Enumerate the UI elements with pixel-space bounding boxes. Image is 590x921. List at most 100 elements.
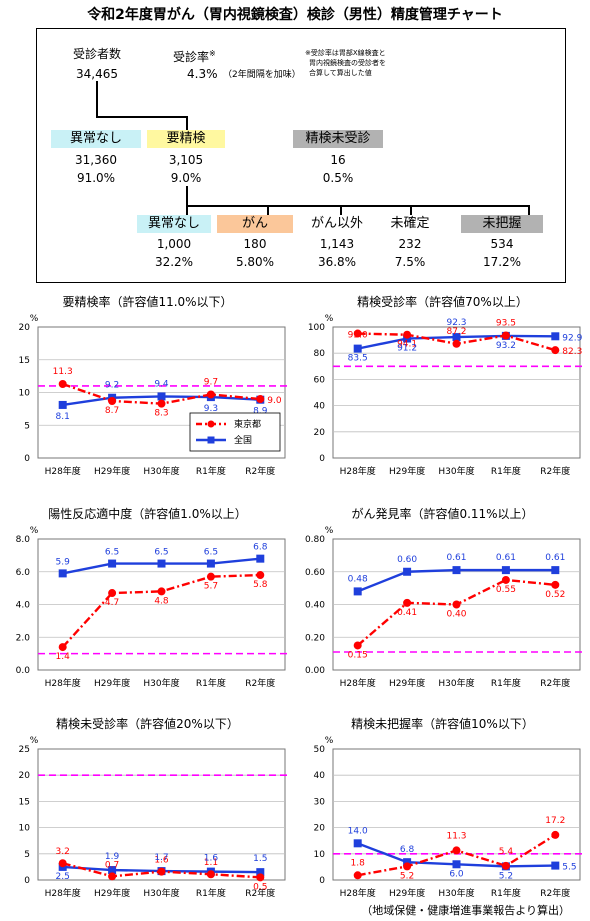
tokyo-data-label: 93.5 <box>496 319 516 329</box>
y-tick-label: 25 <box>19 745 30 755</box>
national-data-point <box>353 344 362 353</box>
tokyo-data-point <box>353 871 362 880</box>
chart-title: 精検受診率（許容値70%以上） <box>357 295 528 309</box>
national-data-label: 5.2 <box>499 871 513 881</box>
national-data-label: 6.5 <box>154 548 168 558</box>
unknown-pct: 17.2% <box>482 255 522 269</box>
tokyo-data-point <box>58 379 67 388</box>
connector-line <box>186 205 530 207</box>
undetermined-box: 未確定 <box>390 216 430 231</box>
chart-svg: 0.00 0.20 0.40 0.60 0.80% H28年度 H29年度 H30年度 R1年度… <box>305 526 584 689</box>
connector-line <box>96 116 188 118</box>
y-tick-label: 6.0 <box>16 568 31 578</box>
x-tick-label: R2年度 <box>540 677 570 689</box>
tokyo-data-point <box>452 600 461 609</box>
national-data-label: 83.5 <box>348 354 368 364</box>
chart-title: 精検未把握率（許容値10%以下） <box>351 717 534 731</box>
y-tick-label: 100 <box>308 323 325 333</box>
rate-value: 4.3% <box>187 67 218 81</box>
tokyo-data-label: 8.3 <box>154 409 168 419</box>
x-tick-label: H29年度 <box>389 677 425 689</box>
tokyo-data-label: 0.52 <box>545 590 565 600</box>
y-tick-label: 0 <box>24 876 30 886</box>
rate-label: 受診率※ <box>173 49 216 64</box>
tokyo-data-point <box>403 330 412 339</box>
tokyo-data-label: 5.4 <box>499 847 514 857</box>
x-tick-label: R1年度 <box>196 677 226 689</box>
x-tick-label: R1年度 <box>196 465 226 477</box>
national-data-label: 5.9 <box>56 557 71 567</box>
tokyo-data-label: 1.1 <box>204 858 218 868</box>
unknown-count: 534 <box>490 237 514 251</box>
y-tick-label: 15 <box>19 797 30 807</box>
tokyo-data-point <box>256 395 265 404</box>
tokyo-data-label: 5.7 <box>204 582 218 592</box>
y-tick-label: 10 <box>19 389 31 399</box>
y-tick-label: 2.0 <box>16 633 31 643</box>
tokyo-data-point <box>403 598 412 607</box>
y-tick-label: 0.60 <box>305 568 325 578</box>
not-examined-pct: 0.5% <box>322 171 354 185</box>
tokyo-data-point <box>108 397 117 406</box>
legend-national-marker <box>207 436 215 444</box>
tokyo-series-line <box>61 573 261 648</box>
x-tick-label: H28年度 <box>340 677 376 689</box>
y-unit-label: % <box>30 736 39 746</box>
tokyo-data-label: 94.1 <box>397 340 417 350</box>
national-data-point <box>452 566 461 575</box>
y-unit-label: % <box>30 314 39 324</box>
national-data-point <box>256 868 265 877</box>
tokyo-data-point <box>551 580 560 589</box>
x-tick-label: H28年度 <box>45 465 81 477</box>
x-tick-label: H29年度 <box>389 887 425 899</box>
undetermined-count: 232 <box>398 237 422 251</box>
legend-tokyo-label: 東京都 <box>234 418 261 430</box>
connector-line <box>186 186 188 206</box>
y-tick-label: 0.00 <box>305 666 325 676</box>
connector-line <box>96 81 98 117</box>
tokyo-data-point <box>452 339 461 348</box>
tokyo-data-label: 1.4 <box>56 652 71 662</box>
national-data-point <box>58 569 67 578</box>
y-tick-label: 0.20 <box>305 633 325 643</box>
tokyo-data-point <box>58 643 67 652</box>
x-tick-label: H29年度 <box>94 677 130 689</box>
national-data-label: 1.7 <box>154 853 168 863</box>
national-data-label: 6.8 <box>253 543 268 553</box>
connector-line <box>528 205 530 215</box>
chart-title: 陽性反応適中度（許容値1.0%以上） <box>48 507 247 521</box>
tokyo-data-label: 9.0 <box>267 396 282 406</box>
chart-unknown-rate: 精検未把握率（許容値10%以下） 0 10 20 30 40 50% H28年度 H29年度 H… <box>295 715 590 920</box>
national-data-label: 6.5 <box>105 548 119 558</box>
result-normal-count: 31,360 <box>75 153 117 167</box>
not-examined-box: 精検未受診 <box>293 130 383 148</box>
x-tick-label: H28年度 <box>45 887 81 899</box>
not-examined-count: 16 <box>330 153 346 167</box>
tokyo-data-label: 95.0 <box>348 331 368 341</box>
tokyo-data-point <box>157 867 166 876</box>
y-tick-label: 10 <box>19 824 31 834</box>
tokyo-data-label: 11.3 <box>446 831 466 841</box>
national-data-point <box>551 861 560 870</box>
national-data-label: 0.61 <box>446 553 466 563</box>
national-data-label: 9.2 <box>105 381 119 391</box>
tokyo-data-point <box>551 346 560 355</box>
connector-line <box>410 205 412 215</box>
chart-referral-rate: 要精検率（許容値11.0%以下） 0 5 10 15 20% H28年度 H29年度 H30年… <box>0 293 295 498</box>
chart-detection-rate: がん発見率（許容値0.11%以上） 0.00 0.20 0.40 0.60 0.80% H… <box>295 505 590 710</box>
y-tick-label: 80 <box>314 349 326 359</box>
x-tick-label: H28年度 <box>340 465 376 477</box>
connector-line <box>340 205 342 215</box>
national-data-point <box>256 554 265 563</box>
flow-diagram: 受診者数 34,465 受診率※ 4.3% （2年間隔を加味） ※受診率は胃部X… <box>36 28 566 283</box>
tokyo-data-point <box>206 870 215 879</box>
connector-line <box>186 205 188 215</box>
chart-followup-rate: 精検受診率（許容値70%以上） 0 20 40 60 80 100% H28年度 H29年度 H… <box>295 293 590 498</box>
result-normal-pct: 91.0% <box>76 171 116 185</box>
tokyo-data-point <box>157 587 166 596</box>
y-unit-label: % <box>325 736 334 746</box>
chart-ppv: 陽性反応適中度（許容値1.0%以上） 0.0 2.0 4.0 6.0 8.0% H28年度… <box>0 505 295 710</box>
x-tick-label: H29年度 <box>94 465 130 477</box>
follow-up-count: 3,105 <box>168 153 204 167</box>
